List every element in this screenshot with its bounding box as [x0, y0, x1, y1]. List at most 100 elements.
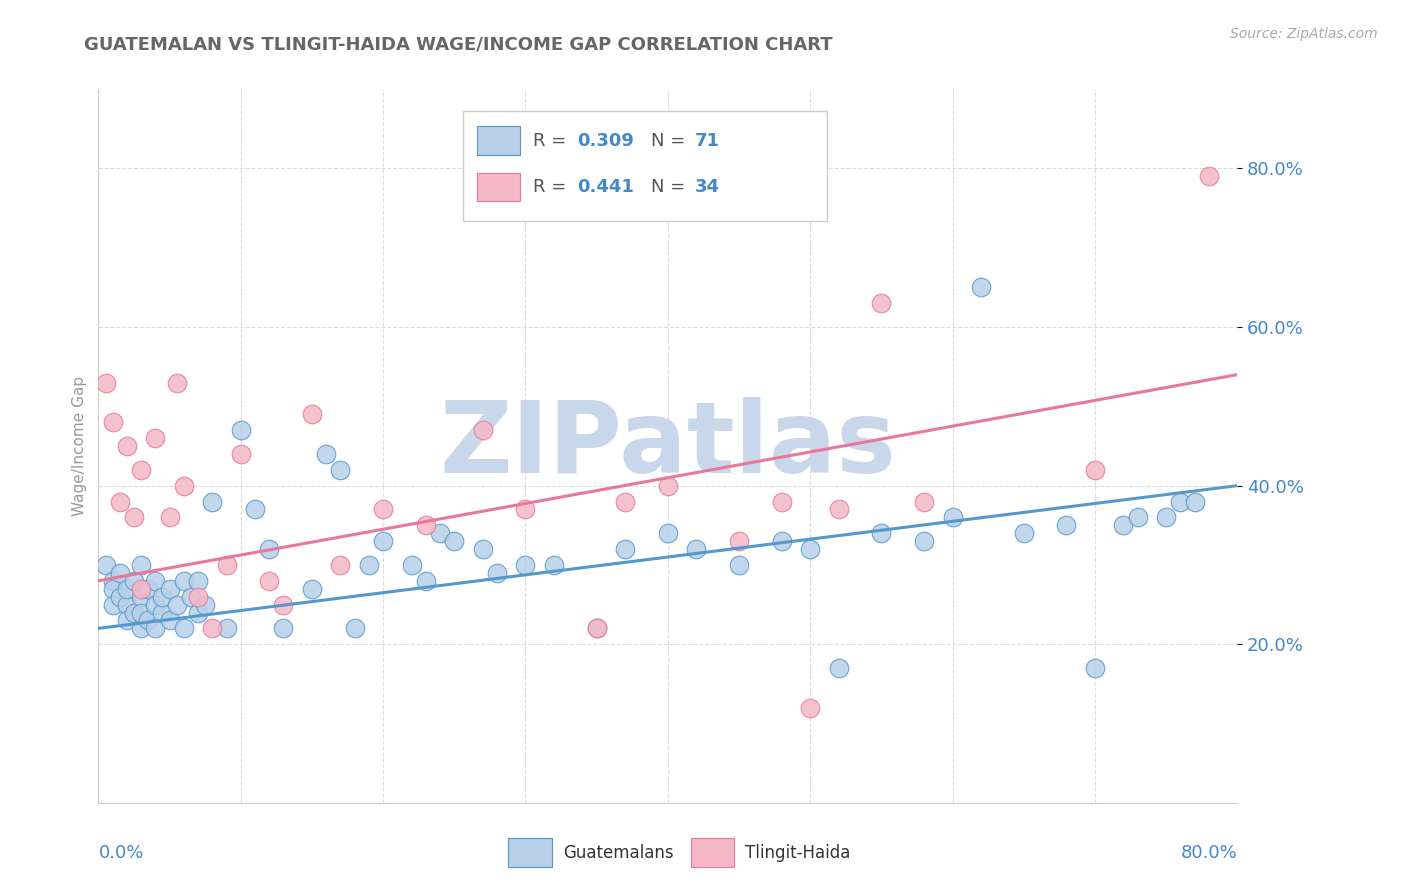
Point [152, 590, 174, 604]
Point [301, 582, 323, 596]
Point [94, 376, 117, 390]
Text: R =: R = [533, 132, 567, 150]
Point [108, 590, 131, 604]
Point [357, 558, 380, 572]
Point [770, 534, 793, 549]
Point [201, 621, 224, 635]
Point [159, 582, 181, 596]
Point [159, 510, 181, 524]
Point [343, 621, 366, 635]
Point [585, 621, 607, 635]
Point [471, 542, 494, 557]
Bar [477, 173, 520, 202]
Point [799, 542, 821, 557]
Point [1154, 510, 1177, 524]
Point [152, 606, 174, 620]
Point [101, 415, 124, 429]
Point [136, 614, 159, 628]
Point [187, 574, 209, 588]
Bar [690, 838, 734, 867]
Point [273, 621, 295, 635]
Text: N =: N = [651, 132, 685, 150]
Point [194, 598, 217, 612]
Point [799, 700, 821, 714]
Point [115, 439, 138, 453]
Text: 0.309: 0.309 [576, 132, 634, 150]
Point [1012, 526, 1035, 541]
Text: Tlingit-Haida: Tlingit-Haida [745, 844, 851, 862]
Point [173, 621, 195, 635]
Point [443, 534, 465, 549]
Point [585, 621, 607, 635]
Point [122, 510, 145, 524]
Point [657, 478, 679, 492]
Point [942, 510, 965, 524]
Point [180, 590, 202, 604]
Point [301, 407, 323, 421]
Point [471, 423, 494, 437]
Point [129, 582, 152, 596]
Point [912, 534, 935, 549]
Point [201, 494, 224, 508]
Point [315, 447, 337, 461]
Point [215, 558, 238, 572]
Point [429, 526, 451, 541]
Point [159, 614, 181, 628]
Point [115, 598, 138, 612]
Point [870, 296, 893, 310]
Point [912, 494, 935, 508]
Text: 0.0%: 0.0% [98, 845, 143, 863]
Point [115, 582, 138, 596]
Point [108, 566, 131, 580]
Point [685, 542, 707, 557]
Point [108, 494, 131, 508]
Point [415, 518, 437, 533]
Point [543, 558, 565, 572]
Point [166, 598, 188, 612]
Point [145, 574, 167, 588]
Point [1112, 518, 1135, 533]
Text: R =: R = [533, 178, 567, 196]
Text: Guatemalans: Guatemalans [562, 844, 673, 862]
Point [129, 621, 152, 635]
Point [1198, 169, 1220, 184]
Point [657, 526, 679, 541]
Point [122, 606, 145, 620]
Point [129, 606, 152, 620]
Point [129, 590, 152, 604]
Point [970, 280, 993, 294]
Point [229, 447, 252, 461]
Point [243, 502, 266, 516]
Point [614, 494, 637, 508]
Point [129, 463, 152, 477]
Point [1170, 494, 1192, 508]
Point [259, 574, 281, 588]
Point [166, 376, 188, 390]
Point [515, 502, 537, 516]
Text: GUATEMALAN VS TLINGIT-HAIDA WAGE/INCOME GAP CORRELATION CHART: GUATEMALAN VS TLINGIT-HAIDA WAGE/INCOME … [84, 36, 832, 54]
Text: 80.0%: 80.0% [1181, 845, 1237, 863]
Text: N =: N = [651, 178, 685, 196]
Y-axis label: Wage/Income Gap: Wage/Income Gap [72, 376, 87, 516]
Point [145, 598, 167, 612]
Point [101, 582, 124, 596]
Point [173, 574, 195, 588]
Point [187, 590, 209, 604]
Point [515, 558, 537, 572]
Point [101, 598, 124, 612]
Text: 71: 71 [695, 132, 720, 150]
Point [728, 534, 751, 549]
Bar [509, 838, 551, 867]
Point [770, 494, 793, 508]
Point [1056, 518, 1078, 533]
Point [614, 542, 637, 557]
Point [101, 574, 124, 588]
Text: ZIPatlas: ZIPatlas [440, 398, 896, 494]
Point [401, 558, 423, 572]
Point [373, 534, 395, 549]
Point [828, 502, 851, 516]
Text: 0.441: 0.441 [576, 178, 634, 196]
Point [870, 526, 893, 541]
Point [415, 574, 437, 588]
Text: 34: 34 [695, 178, 720, 196]
